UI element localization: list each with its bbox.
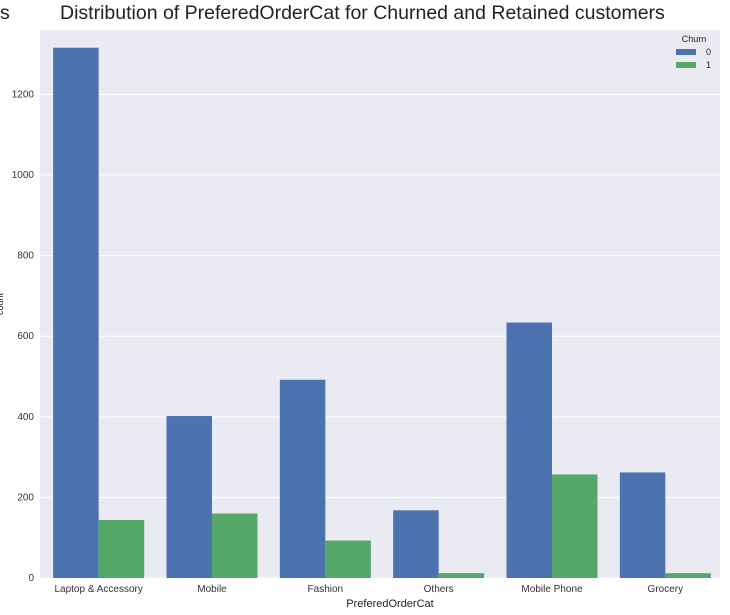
bar-laptop-accessory-churn-0 bbox=[53, 47, 99, 578]
bars bbox=[53, 47, 711, 578]
y-tick-label: 0 bbox=[28, 573, 34, 584]
legend-label-1: 1 bbox=[706, 60, 711, 70]
x-tick-label: Others bbox=[424, 584, 454, 595]
previous-title-fragment: s bbox=[0, 2, 10, 24]
bar-laptop-accessory-churn-1 bbox=[98, 519, 145, 578]
bar-fashion-churn-1 bbox=[325, 540, 371, 578]
bar-others-churn-0 bbox=[393, 510, 439, 578]
x-tick-label: Mobile bbox=[197, 584, 227, 595]
x-tick-label: Mobile Phone bbox=[521, 584, 583, 595]
bar-mobile-phone-churn-1 bbox=[552, 474, 598, 578]
legend-title: Churn bbox=[682, 34, 707, 44]
bar-mobile-churn-0 bbox=[166, 416, 212, 578]
y-tick-label: 1200 bbox=[12, 89, 35, 100]
legend: Churn 0 1 bbox=[676, 34, 711, 70]
x-axis-ticks: Laptop & Accessory Mobile Fashion Others Mob… bbox=[54, 584, 683, 595]
bar-mobile-churn-1 bbox=[212, 513, 258, 578]
bar-fashion-churn-0 bbox=[279, 379, 326, 578]
legend-swatch-1 bbox=[676, 62, 696, 68]
legend-label-0: 0 bbox=[706, 47, 711, 57]
x-tick-label: Fashion bbox=[308, 584, 344, 595]
chart-title: Distribution of PreferedOrderCat for Chu… bbox=[60, 2, 665, 24]
x-axis-label: PreferedOrderCat bbox=[346, 598, 433, 610]
bar-others-churn-1 bbox=[438, 573, 485, 578]
bar-grocery-churn-1 bbox=[665, 573, 711, 578]
y-tick-label: 400 bbox=[17, 412, 34, 423]
y-tick-label: 600 bbox=[17, 331, 34, 342]
y-tick-label: 200 bbox=[17, 492, 34, 503]
x-tick-label: Laptop & Accessory bbox=[54, 584, 142, 595]
legend-swatch-0 bbox=[676, 49, 696, 55]
plot-background bbox=[40, 30, 720, 578]
bar-grocery-churn-0 bbox=[619, 472, 666, 578]
y-axis-label: count bbox=[0, 292, 5, 315]
y-tick-label: 800 bbox=[17, 251, 34, 262]
y-tick-label: 1000 bbox=[12, 170, 35, 181]
y-axis-ticks: 0 200 400 600 800 1000 1200 bbox=[12, 89, 35, 584]
x-tick-label: Grocery bbox=[648, 584, 684, 595]
bar-mobile-phone-churn-0 bbox=[506, 322, 552, 578]
grid-lines bbox=[40, 93, 720, 579]
